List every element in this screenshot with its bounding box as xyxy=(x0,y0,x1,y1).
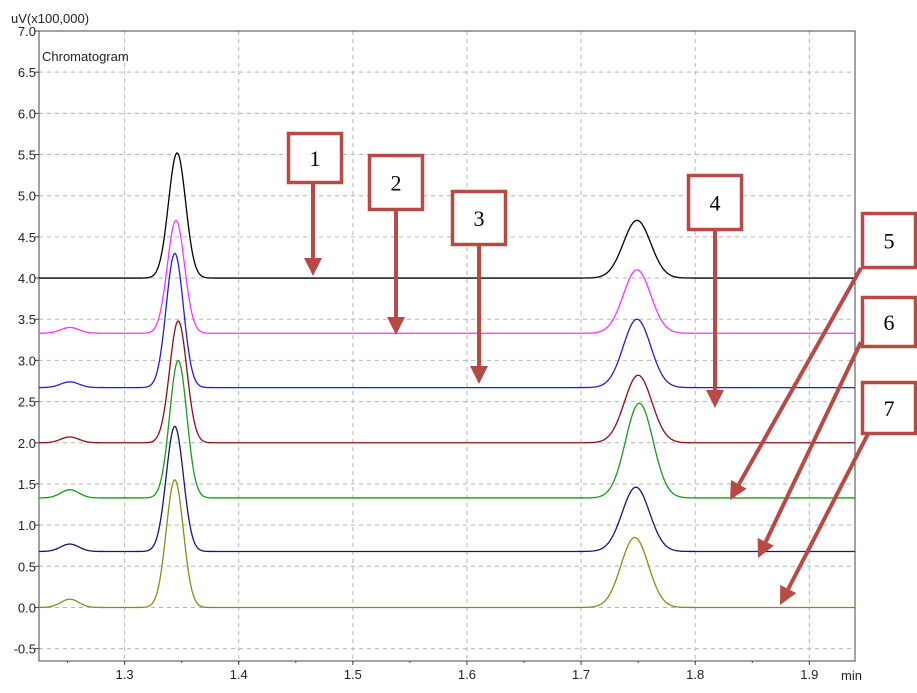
callout-arrowhead xyxy=(304,258,322,276)
callout-number: 3 xyxy=(474,206,485,231)
y-axis-label: uV(x100,000) xyxy=(11,11,89,26)
y-tick-label: 4.5 xyxy=(18,230,36,245)
callout-box xyxy=(367,153,425,212)
x-tick-label: 1.9 xyxy=(800,667,818,682)
y-tick-label: -0.5 xyxy=(14,642,36,657)
x-tick-label: 1.7 xyxy=(572,667,590,682)
x-tick-labels: 1.3 1.4 1.5 1.6 1.7 1.8 1.9 xyxy=(116,667,819,682)
callout-number: 4 xyxy=(710,191,721,216)
callout-2: 2 xyxy=(367,153,425,335)
y-tick-label: 0.5 xyxy=(18,559,36,574)
callout-box xyxy=(860,380,917,436)
callout-box xyxy=(860,211,917,270)
series-line-4 xyxy=(38,320,855,444)
y-tick-labels: -0.5 0.0 0.5 1.0 1.5 2.0 2.5 3.0 3.5 4.0 4.5 5.0 5.5… xyxy=(14,24,36,657)
callout-5: 5 xyxy=(730,211,917,500)
callout-4: 4 xyxy=(686,173,744,408)
series-line-7 xyxy=(38,479,855,609)
y-tick-label: 5.0 xyxy=(18,189,36,204)
annotation-group: 1 2 3 4 5 6 7 xyxy=(286,131,917,605)
x-tick-label: 1.6 xyxy=(458,667,476,682)
callout-1: 1 xyxy=(286,131,344,276)
callout-arrowhead xyxy=(470,366,488,384)
y-tick-label: 4.0 xyxy=(18,271,36,286)
series-group xyxy=(38,152,855,609)
x-axis-unit: min xyxy=(841,668,862,683)
x-tick-label: 1.8 xyxy=(686,667,704,682)
callout-box xyxy=(286,131,344,185)
callout-3: 3 xyxy=(450,189,508,384)
y-tick-label: 2.5 xyxy=(18,395,36,410)
callout-6: 6 xyxy=(757,295,917,558)
callout-number: 5 xyxy=(884,229,895,254)
y-tick-label: 1.5 xyxy=(18,477,36,492)
series-line-5 xyxy=(38,359,855,499)
callout-arrowhead xyxy=(706,390,724,408)
callout-arrowhead xyxy=(780,584,797,605)
y-tick-label: 6.0 xyxy=(18,106,36,121)
callout-arrow xyxy=(786,433,870,590)
callout-box xyxy=(450,189,508,247)
series-line-1 xyxy=(39,152,855,279)
callout-number: 7 xyxy=(884,396,895,421)
callout-box xyxy=(686,173,744,232)
axis-ticks xyxy=(35,30,810,665)
series-line-2 xyxy=(38,219,855,334)
callout-arrow xyxy=(763,341,863,543)
callout-arrowhead xyxy=(757,537,774,558)
callout-arrow xyxy=(737,267,863,486)
plot-frame xyxy=(38,30,856,662)
callout-number: 1 xyxy=(310,146,321,171)
y-tick-label: 3.5 xyxy=(18,312,36,327)
y-tick-label: 3.0 xyxy=(18,353,36,368)
callout-box xyxy=(860,295,917,349)
chart-title: Chromatogram xyxy=(42,49,129,64)
x-tick-label: 1.3 xyxy=(116,667,134,682)
callout-number: 6 xyxy=(884,310,895,335)
y-tick-label: 6.5 xyxy=(18,65,36,80)
callout-number: 2 xyxy=(391,171,402,196)
y-tick-label: 5.5 xyxy=(18,148,36,163)
x-tick-label: 1.5 xyxy=(344,667,362,682)
series-line-6 xyxy=(38,425,855,553)
y-tick-label: 1.0 xyxy=(18,518,36,533)
y-tick-label: 2.0 xyxy=(18,436,36,451)
x-tick-label: 1.4 xyxy=(230,667,248,682)
y-tick-label: 7.0 xyxy=(18,24,36,39)
series-line-3 xyxy=(38,252,855,389)
y-tick-label: 0.0 xyxy=(18,600,36,615)
callout-7: 7 xyxy=(780,380,917,605)
callout-arrowhead xyxy=(387,317,405,335)
callout-arrowhead xyxy=(730,479,747,500)
